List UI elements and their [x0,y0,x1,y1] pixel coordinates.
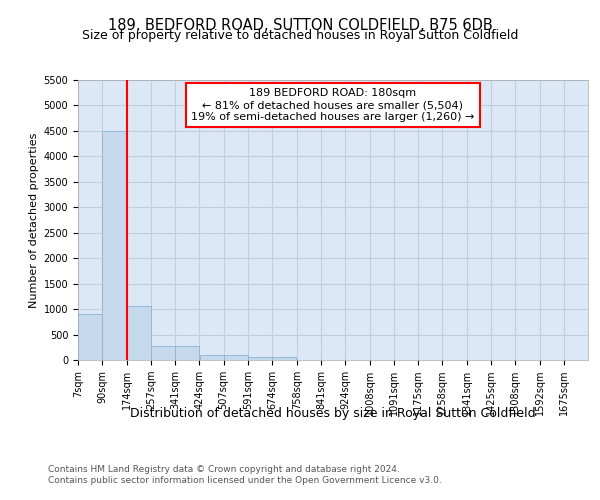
Bar [200,355,224,360]
Y-axis label: Number of detached properties: Number of detached properties [29,132,40,308]
Text: Size of property relative to detached houses in Royal Sutton Coldfield: Size of property relative to detached ho… [82,29,518,42]
Text: 189, BEDFORD ROAD, SUTTON COLDFIELD, B75 6DB: 189, BEDFORD ROAD, SUTTON COLDFIELD, B75… [107,18,493,32]
Text: Contains public sector information licensed under the Open Government Licence v3: Contains public sector information licen… [48,476,442,485]
Text: 189 BEDFORD ROAD: 180sqm
← 81% of detached houses are smaller (5,504)
19% of sem: 189 BEDFORD ROAD: 180sqm ← 81% of detach… [191,88,475,122]
Bar [224,355,248,360]
Bar [127,306,151,360]
Bar [102,131,126,360]
Text: Distribution of detached houses by size in Royal Sutton Coldfield: Distribution of detached houses by size … [130,408,536,420]
Bar [78,314,102,360]
Text: Contains HM Land Registry data © Crown copyright and database right 2024.: Contains HM Land Registry data © Crown c… [48,465,400,474]
Bar [175,346,199,360]
Bar [272,358,296,360]
Bar [151,346,175,360]
Bar [248,358,272,360]
